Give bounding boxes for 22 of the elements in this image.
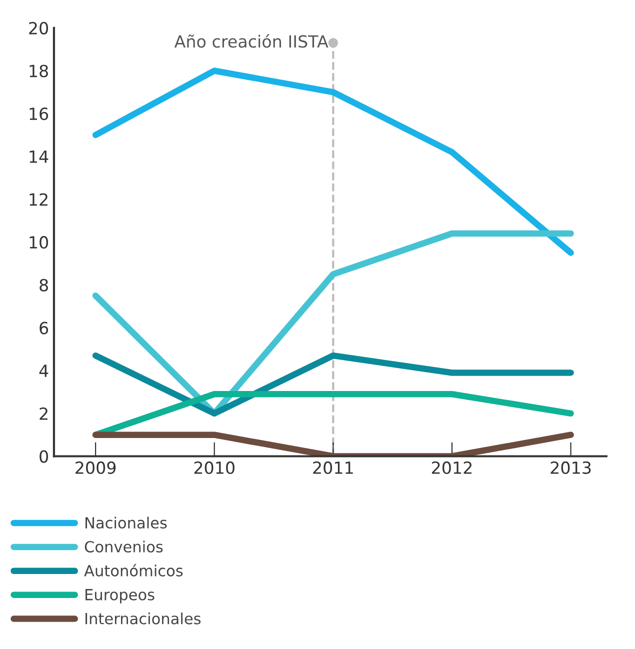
y-tick-label: 0: [40, 450, 48, 463]
y-tick-label: 2: [40, 407, 48, 420]
legend-label: Autonómicos: [84, 564, 183, 576]
y-tick-label: 10: [30, 236, 48, 249]
x-tick-label: 2011: [313, 461, 353, 474]
y-tick-label: 12: [30, 193, 48, 206]
x-tick-label: 2010: [194, 461, 234, 474]
x-tick-label: 2012: [432, 461, 472, 474]
x-tick-label: 2009: [76, 461, 116, 474]
legend-label: Internacionales: [86, 612, 201, 624]
y-tick-label: 6: [40, 322, 48, 334]
y-tick-label: 18: [30, 64, 48, 78]
y-tick-label: 8: [40, 278, 48, 292]
legend-label: Convenios: [84, 540, 163, 553]
ref-line-label: Año creación IISTA: [174, 34, 328, 48]
x-tick-label: 2013: [550, 461, 591, 474]
legend-label: Europeos: [86, 589, 154, 604]
legend-label: Nacionales: [86, 516, 167, 529]
y-tick-label: 20: [29, 22, 48, 34]
y-tick-label: 16: [30, 108, 48, 120]
y-tick-label: 4: [39, 364, 48, 377]
y-tick-label: 14: [30, 150, 48, 163]
